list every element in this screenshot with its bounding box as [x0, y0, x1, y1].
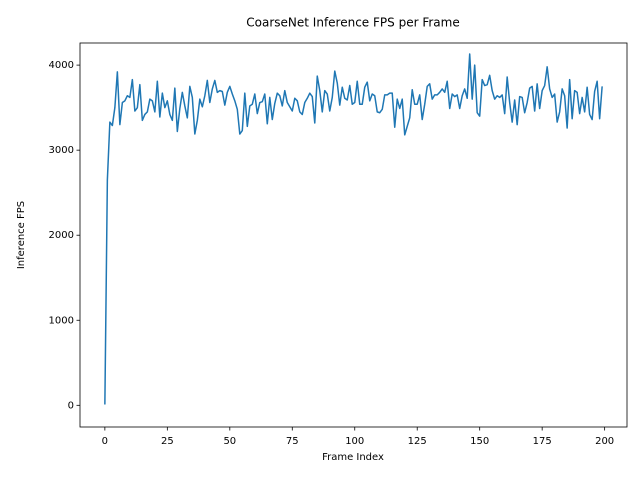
y-tick-label: 0	[68, 400, 74, 411]
y-tick-label: 4000	[49, 60, 74, 71]
x-tick-label: 175	[533, 436, 552, 447]
x-tick-label: 50	[223, 436, 236, 447]
y-tick-label: 3000	[49, 145, 74, 156]
x-tick-label: 75	[286, 436, 299, 447]
x-tick-label: 100	[345, 436, 364, 447]
x-tick-label: 125	[408, 436, 427, 447]
x-tick-label: 25	[161, 436, 174, 447]
x-tick-label: 0	[102, 436, 108, 447]
y-tick-label: 1000	[49, 315, 74, 326]
x-tick-label: 150	[470, 436, 489, 447]
y-axis-label: Inference FPS	[16, 201, 27, 269]
x-axis-label: Frame Index	[322, 452, 384, 463]
x-tick-label: 200	[595, 436, 614, 447]
plot-area	[104, 53, 603, 405]
y-tick-label: 2000	[49, 230, 74, 241]
chart-title: CoarseNet Inference FPS per Frame	[246, 16, 459, 30]
data-line	[104, 53, 603, 405]
